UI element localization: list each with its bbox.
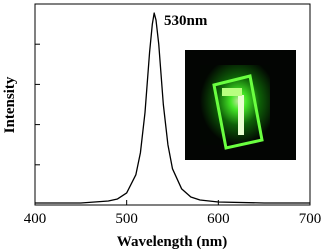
inset-photo	[185, 50, 296, 160]
spectrum-line	[35, 12, 310, 204]
x-axis-label: Wavelength (nm)	[117, 234, 227, 250]
x-tick-label: 500	[115, 211, 138, 227]
x-tick-label: 700	[299, 211, 322, 227]
y-axis-label: Intensity	[2, 76, 18, 133]
plot-frame	[34, 3, 311, 206]
annotation: 530nm	[164, 13, 208, 29]
x-tick-label: 400	[24, 211, 47, 227]
x-tick-label: 600	[207, 211, 230, 227]
